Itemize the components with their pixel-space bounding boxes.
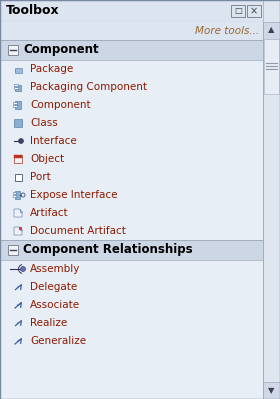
Text: Interface: Interface bbox=[30, 136, 77, 146]
Bar bbox=[0, 186, 263, 204]
Bar bbox=[247, 5, 261, 17]
Bar bbox=[0, 240, 263, 260]
Bar bbox=[263, 382, 280, 399]
Bar bbox=[0, 22, 263, 40]
Bar bbox=[13, 192, 16, 194]
Circle shape bbox=[20, 267, 25, 271]
Text: □: □ bbox=[234, 6, 242, 16]
Bar bbox=[15, 69, 18, 71]
Bar bbox=[19, 227, 22, 229]
Text: More tools...: More tools... bbox=[195, 26, 259, 36]
Bar bbox=[263, 0, 280, 399]
Bar bbox=[15, 191, 20, 199]
Text: Packaging Component: Packaging Component bbox=[30, 82, 147, 92]
Text: Associate: Associate bbox=[30, 300, 80, 310]
Bar bbox=[14, 84, 18, 86]
Bar bbox=[264, 39, 279, 94]
Bar bbox=[0, 40, 263, 60]
Bar bbox=[13, 105, 17, 107]
Text: ▼: ▼ bbox=[268, 387, 274, 395]
Bar bbox=[15, 101, 21, 109]
Text: ×: × bbox=[250, 6, 258, 16]
Text: Component Relationships: Component Relationships bbox=[23, 243, 193, 257]
Text: Port: Port bbox=[30, 172, 51, 182]
Text: Generalize: Generalize bbox=[30, 336, 86, 346]
Text: ▲: ▲ bbox=[268, 26, 274, 34]
Bar bbox=[0, 314, 263, 332]
Bar bbox=[8, 45, 18, 55]
Polygon shape bbox=[14, 227, 22, 235]
Bar bbox=[0, 132, 263, 150]
Bar bbox=[0, 260, 263, 278]
Bar bbox=[0, 278, 263, 296]
Bar bbox=[231, 5, 245, 17]
Bar bbox=[0, 350, 263, 399]
Text: Realize: Realize bbox=[30, 318, 67, 328]
Bar bbox=[0, 332, 263, 350]
Bar bbox=[15, 68, 22, 73]
Bar bbox=[15, 174, 22, 181]
Bar bbox=[263, 22, 280, 39]
Text: Toolbox: Toolbox bbox=[6, 4, 60, 18]
Text: Artifact: Artifact bbox=[30, 208, 69, 218]
Text: Document Artifact: Document Artifact bbox=[30, 226, 126, 236]
Bar bbox=[0, 204, 263, 222]
Text: Expose Interface: Expose Interface bbox=[30, 190, 118, 200]
Bar bbox=[15, 85, 21, 91]
Bar bbox=[14, 87, 18, 89]
Bar bbox=[0, 60, 263, 78]
Bar bbox=[0, 78, 263, 96]
Bar bbox=[14, 155, 22, 163]
Bar bbox=[0, 150, 263, 168]
Bar bbox=[14, 155, 22, 158]
Text: Delegate: Delegate bbox=[30, 282, 77, 292]
Text: Component: Component bbox=[23, 43, 99, 57]
Text: Object: Object bbox=[30, 154, 64, 164]
Bar bbox=[0, 114, 263, 132]
Bar bbox=[8, 245, 18, 255]
Bar bbox=[13, 195, 16, 197]
Text: Class: Class bbox=[30, 118, 58, 128]
Bar bbox=[0, 168, 263, 186]
Bar bbox=[14, 119, 22, 127]
Bar bbox=[0, 0, 280, 22]
Bar bbox=[0, 96, 263, 114]
Text: Package: Package bbox=[30, 64, 73, 74]
Text: Assembly: Assembly bbox=[30, 264, 80, 274]
Bar bbox=[0, 296, 263, 314]
Polygon shape bbox=[14, 209, 22, 217]
Bar bbox=[0, 222, 263, 240]
Bar bbox=[13, 102, 17, 104]
Text: Component: Component bbox=[30, 100, 91, 110]
Circle shape bbox=[18, 138, 24, 144]
